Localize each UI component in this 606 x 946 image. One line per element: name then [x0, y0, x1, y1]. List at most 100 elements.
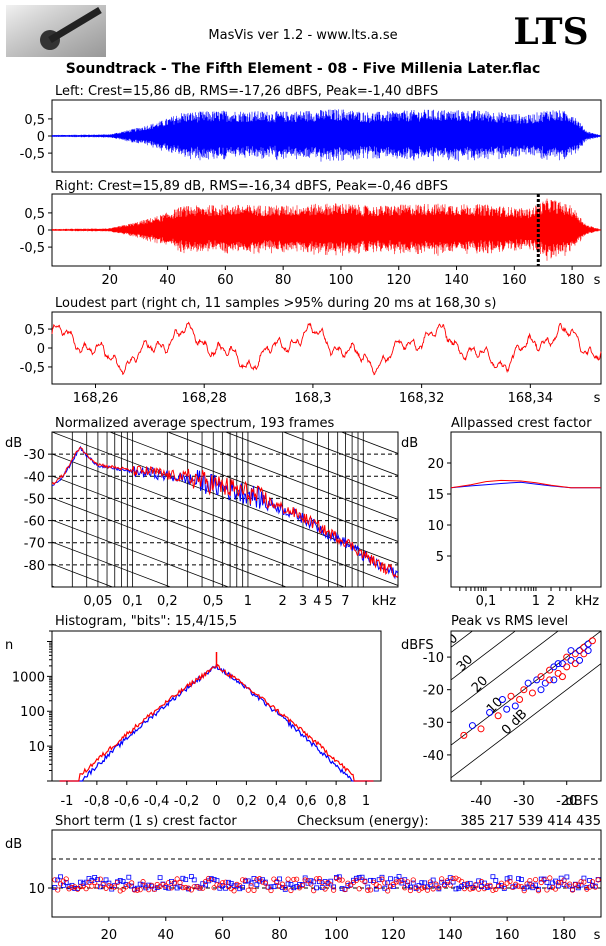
y-tick-label: -30 — [24, 448, 45, 463]
slope-line — [52, 541, 172, 587]
y-tick-label: -0,5 — [20, 241, 45, 256]
crest-point-right — [530, 883, 536, 889]
y-tick-label: 5 — [436, 550, 444, 565]
crest-point-right — [231, 888, 237, 894]
crest-diagonal — [451, 631, 601, 746]
y-tick-label: 0,5 — [24, 323, 45, 338]
loudest-title: Loudest part (right ch, 11 samples >95% … — [55, 296, 496, 311]
x-tick-label: 0,05 — [83, 594, 112, 609]
crest-point-right — [211, 885, 217, 891]
x-tick-label: 80 — [275, 273, 292, 288]
crest-point-right — [473, 881, 479, 888]
crest-point-right — [379, 876, 385, 882]
crest-point-right — [265, 884, 271, 890]
crest-point-right — [63, 876, 69, 882]
pvr-point — [503, 705, 511, 713]
x-tick-label: 1 — [532, 594, 540, 609]
crest-point-right — [459, 878, 465, 885]
crest-point-left — [268, 884, 274, 890]
crest-point-right — [171, 880, 177, 886]
crest-point-right — [555, 880, 561, 886]
x-tick-label: 3 — [299, 594, 307, 609]
y-tick-label: 0 — [37, 342, 45, 357]
checksum-value: 385 217 539 414 435 — [460, 814, 601, 829]
crest-point-right — [89, 883, 95, 889]
logo — [6, 5, 106, 57]
crest-point-left — [365, 884, 371, 890]
crest-point-left — [578, 882, 584, 888]
loudest-trace — [51, 321, 602, 376]
crest-point-left — [308, 878, 314, 884]
crest-point-right — [319, 879, 325, 886]
crest-point-left — [416, 883, 422, 888]
pvr-point — [558, 660, 566, 668]
slope-line — [52, 300, 398, 431]
crest-point-left — [388, 876, 393, 882]
crest-point-right — [478, 879, 485, 885]
crest-point-left — [467, 880, 473, 886]
x-tick-label: 0,4 — [266, 794, 287, 809]
crest-point-left — [123, 882, 129, 887]
slope-line — [166, 432, 398, 520]
y-tick-label: 1000 — [12, 670, 45, 685]
crest-point-left — [66, 884, 72, 890]
crest-point-left — [80, 881, 86, 886]
x-tick-label: 160 — [495, 928, 520, 943]
crest-point-right — [538, 879, 544, 886]
crest-point-left — [52, 885, 58, 890]
crest-point-left — [316, 879, 322, 885]
pvr-point — [576, 656, 584, 664]
crest-point-right — [117, 888, 123, 894]
crest-point-right — [424, 887, 431, 893]
left-title: Left: Crest=15,86 dB, RMS=-17,26 dBFS, P… — [55, 84, 438, 99]
crest-point-right — [552, 886, 559, 892]
y-tick-label: -60 — [24, 515, 45, 530]
slope-line — [282, 432, 398, 476]
crest-point-right — [302, 877, 308, 883]
crest-point-right — [527, 877, 533, 884]
y-tick-label: 100 — [20, 705, 45, 720]
crest-point-right — [322, 886, 328, 892]
crest-point-left — [251, 876, 257, 881]
crest-point-right — [100, 882, 106, 888]
crest-point-right — [402, 885, 408, 891]
crest-point-right — [399, 877, 405, 884]
crest-point-left — [493, 878, 499, 883]
pvr-point — [546, 676, 554, 684]
crest-point-left — [427, 882, 433, 887]
crest-point-right — [493, 886, 499, 893]
histogram-title: Histogram, "bits": 15,4/15,5 — [55, 614, 237, 629]
crest-point-right — [325, 879, 331, 886]
right-title: Right: Crest=15,89 dB, RMS=-16,34 dBFS, … — [55, 179, 448, 194]
pvr-point — [498, 695, 506, 703]
short-term-crest-plot: 10 20 40 60 80 100 120 140 160 180 s — [28, 858, 601, 943]
crest-point-right — [109, 884, 115, 890]
red-crest-trace — [450, 479, 601, 489]
pvr-point — [580, 650, 588, 658]
crest-point-right — [313, 876, 320, 882]
crest-point-right — [484, 883, 490, 889]
y-tick-label: -0,5 — [20, 361, 45, 376]
blue-crest-trace — [450, 481, 601, 489]
crest-point-right — [262, 880, 268, 886]
crest-point-left — [547, 884, 553, 890]
y-tick-label: 15 — [427, 488, 444, 503]
x-tick-label: 140 — [444, 273, 469, 288]
crest-point-right — [52, 877, 58, 883]
shortterm-frame — [51, 829, 602, 918]
crest-point-left — [129, 883, 135, 889]
x-tick-label: -0,6 — [114, 794, 139, 809]
crest-point-right — [251, 887, 257, 893]
crest-point-left — [220, 883, 226, 889]
crest-point-right — [66, 886, 72, 892]
waveform-trace — [51, 109, 601, 162]
crest-point-right — [461, 886, 468, 892]
slope-line — [52, 630, 398, 761]
crest-point-left — [507, 875, 513, 881]
pvr-point — [516, 695, 524, 703]
crest-diagonal — [451, 631, 474, 648]
crest-point-right — [444, 878, 450, 884]
crest-point-left — [382, 885, 388, 891]
